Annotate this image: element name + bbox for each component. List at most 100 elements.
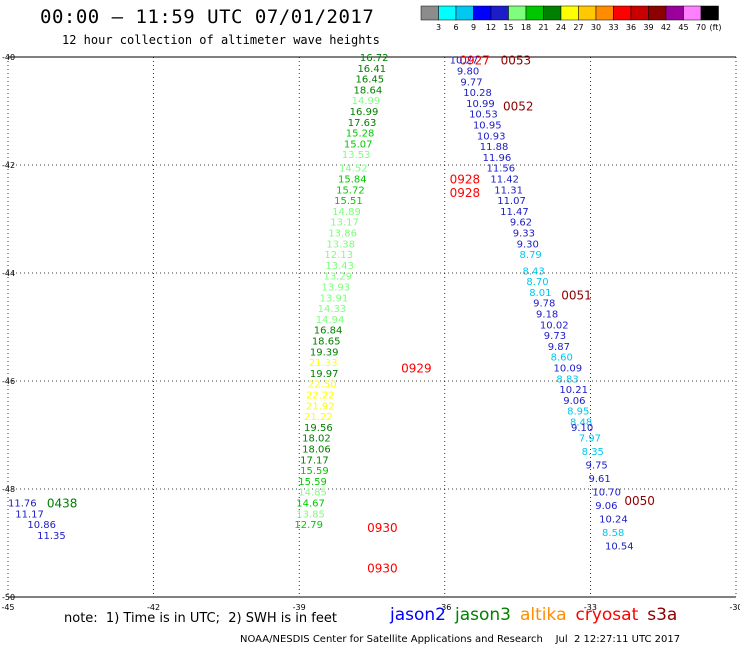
wave-height-value: 15.59 xyxy=(298,477,327,488)
legend-tick-label: 18 xyxy=(521,23,531,32)
satellite-name: s3a xyxy=(647,605,678,625)
wave-height-value: 11.56 xyxy=(487,164,516,175)
wave-height-value: 11.96 xyxy=(483,153,512,164)
lat-tick-label: -44 xyxy=(2,269,15,278)
wave-height-value: 9.75 xyxy=(586,461,608,472)
legend-tick-label: 9 xyxy=(471,23,476,32)
wave-height-value: 10.70 xyxy=(592,488,621,499)
wave-height-value: 15.51 xyxy=(334,196,363,207)
wave-height-value: 10.99 xyxy=(466,99,495,110)
wave-height-value: 14.89 xyxy=(332,207,361,218)
lat-tick-label: -50 xyxy=(2,593,15,602)
wave-height-value: 8.58 xyxy=(602,528,624,539)
lat-tick-label: -46 xyxy=(2,377,15,386)
wave-height-value: 11.31 xyxy=(494,185,523,196)
wave-height-value: 9.87 xyxy=(548,342,570,353)
wave-height-value: 22.22 xyxy=(306,391,335,402)
pass-time-label: 0051 xyxy=(561,289,592,303)
pass-time-label: 0930 xyxy=(367,561,398,575)
lon-tick-label: -36 xyxy=(438,603,451,612)
wave-height-value: 8.35 xyxy=(582,447,604,458)
wave-height-value: 10.09 xyxy=(554,364,583,375)
wave-height-value: 9.78 xyxy=(533,299,555,310)
satellite-name: cryosat xyxy=(575,605,639,625)
legend-tick-label: 45 xyxy=(678,23,688,32)
page-title: 00:00 – 11:59 UTC 07/01/2017 xyxy=(40,6,375,28)
wave-height-value: 13.91 xyxy=(320,293,349,304)
wave-height-value: 10.53 xyxy=(469,110,498,121)
wave-height-value: 8.01 xyxy=(529,288,551,299)
wave-height-value: 11.35 xyxy=(37,531,66,542)
wave-height-value: 9.06 xyxy=(563,396,585,407)
wave-height-value: 10.21 xyxy=(559,385,588,396)
wave-height-value: 10.02 xyxy=(540,320,569,331)
lon-tick-label: -30 xyxy=(729,603,740,612)
wave-height-value: 9.80 xyxy=(457,67,479,78)
wave-height-value: 14.33 xyxy=(318,304,347,315)
wave-height-value: 21.33 xyxy=(309,358,338,369)
wave-height-value: 7.97 xyxy=(579,434,601,445)
wave-height-value: 15.28 xyxy=(346,129,375,140)
legend-tick-label: 12 xyxy=(486,23,496,32)
wave-height-value: 13.86 xyxy=(328,229,357,240)
wave-height-value: 11.07 xyxy=(497,196,526,207)
wave-height-value: 9.61 xyxy=(588,474,610,485)
wave-height-value: 19.39 xyxy=(310,347,339,358)
lat-tick-label: -48 xyxy=(2,485,15,494)
wave-height-value: 14.85 xyxy=(298,488,327,499)
wave-height-value: 10.86 xyxy=(27,520,56,531)
wave-height-value: 13.53 xyxy=(342,150,371,161)
wave-height-value: 19.56 xyxy=(304,423,333,434)
footnote: note: 1) Time is in UTC; 2) SWH is in fe… xyxy=(64,611,337,626)
lon-tick-label: -33 xyxy=(584,603,597,612)
satellite-name: jason3 xyxy=(455,605,511,625)
wave-height-value: 8.79 xyxy=(520,250,542,261)
wave-height-value: 11.88 xyxy=(480,142,509,153)
wave-height-value: 12.13 xyxy=(324,250,353,261)
wave-height-value: 17.63 xyxy=(348,118,377,129)
wave-height-value: 8.60 xyxy=(551,353,573,364)
wave-height-value: 13.85 xyxy=(296,509,325,520)
pass-time-label: 0053 xyxy=(501,54,532,68)
wave-height-value: 18.64 xyxy=(354,85,383,96)
legend-swatch xyxy=(595,5,614,21)
legend-tick-label: 42 xyxy=(661,23,671,32)
wave-height-value: 10.95 xyxy=(473,121,502,132)
legend-swatch xyxy=(420,5,439,21)
legend-tick-label: 70 xyxy=(696,23,706,32)
lon-tick-label: -45 xyxy=(1,603,14,612)
wave-height-value: 10.54 xyxy=(605,542,634,553)
satellite-legend: jason2 jason3 altika cryosat s3a xyxy=(390,605,686,625)
pass-time-label: 0052 xyxy=(503,100,534,114)
legend-tick-label: 33 xyxy=(608,23,618,32)
wave-height-value: 16.72 xyxy=(360,53,389,64)
pass-time-label: 0050 xyxy=(624,494,655,508)
wave-height-value: 17.17 xyxy=(300,455,329,466)
legend-swatch xyxy=(525,5,544,21)
pass-time-label: 0928 xyxy=(450,173,481,187)
pass-time-label: 0929 xyxy=(401,362,432,376)
wave-height-value: 14.94 xyxy=(316,315,345,326)
legend-swatch xyxy=(700,5,719,21)
legend-swatch xyxy=(613,5,632,21)
wave-height-value: 8.95 xyxy=(567,407,589,418)
legend-swatch xyxy=(473,5,492,21)
wave-height-value: 16.99 xyxy=(350,107,379,118)
wave-height-value: 15.59 xyxy=(300,466,329,477)
legend-tick-label: 30 xyxy=(591,23,601,32)
pass-time-label: 0438 xyxy=(47,497,78,511)
legend-swatch xyxy=(578,5,597,21)
legend-swatch xyxy=(455,5,474,21)
wave-height-value: 16.84 xyxy=(314,326,343,337)
legend-tick-label: 39 xyxy=(643,23,653,32)
wave-height-value: 19.97 xyxy=(310,369,339,380)
wave-height-value: 16.41 xyxy=(357,64,386,75)
wave-height-value: 9.30 xyxy=(517,239,539,250)
wave-height-value: 11.42 xyxy=(490,175,519,186)
legend-swatch xyxy=(508,5,527,21)
wave-height-value: 11.47 xyxy=(500,207,529,218)
wave-height-value: 13.17 xyxy=(330,218,359,229)
wave-height-value: 13.93 xyxy=(322,283,351,294)
lon-tick-label: -42 xyxy=(147,603,160,612)
